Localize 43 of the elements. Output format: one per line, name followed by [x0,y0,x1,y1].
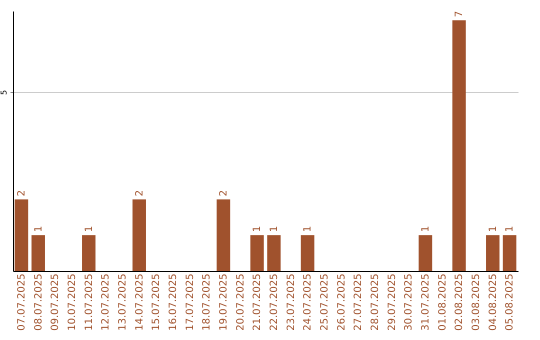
x-tick-label: 17.07.2025 [184,274,196,331]
x-tick-label: 02.08.2025 [454,274,466,331]
x-tick-label: 29.07.2025 [386,274,398,331]
x-tick-label: 16.07.2025 [168,274,179,331]
x-tick-label: 11.07.2025 [84,274,95,331]
x-tick-label: 23.07.2025 [286,274,297,331]
data-label: 1 [302,226,314,232]
x-tick-label: 20.07.2025 [235,274,246,331]
x-tick-label: 31.07.2025 [420,274,432,331]
x-tick-label: 09.07.2025 [50,274,62,331]
x-tick-label: 10.07.2025 [66,274,78,331]
x-tick-label: 21.07.2025 [252,274,264,331]
data-label: 1 [84,226,95,232]
data-label: 1 [488,226,499,232]
data-label: 2 [218,190,230,196]
data-label: 1 [504,226,516,232]
x-tick-label: 13.07.2025 [117,274,128,331]
data-label: 1 [33,226,44,232]
data-label: 1 [420,226,432,232]
y-tick-label: 5 [0,90,8,95]
x-tick-label: 18.07.2025 [202,274,213,331]
data-label: 7 [454,10,466,18]
data-label: 1 [252,226,264,232]
data-label: 1 [268,226,280,232]
x-tick-label: 26.07.2025 [336,274,348,331]
x-tick-label: 04.08.2025 [488,274,499,331]
x-tick-label: 01.08.2025 [437,274,448,331]
x-tick-label: 28.07.2025 [370,274,381,331]
x-tick-label: 07.07.2025 [16,274,28,331]
x-tick-label: 08.07.2025 [33,274,44,331]
x-tick-label: 03.08.2025 [470,274,482,331]
x-tick-label: 19.07.2025 [218,274,230,331]
data-label: 2 [16,190,28,196]
x-tick-label: 25.07.2025 [319,274,330,331]
x-tick-label: 22.07.2025 [268,274,280,331]
x-tick-label: 30.07.2025 [404,274,415,331]
data-label: 2 [134,190,146,196]
x-tick-label: 27.07.2025 [353,274,364,331]
x-tick-label: 12.07.2025 [100,274,112,331]
x-tick-label: 15.07.2025 [151,274,162,331]
x-tick-label: 24.07.2025 [302,274,314,331]
x-tick-label: 14.07.2025 [134,274,146,331]
x-tick-label: 05.08.2025 [504,274,516,331]
